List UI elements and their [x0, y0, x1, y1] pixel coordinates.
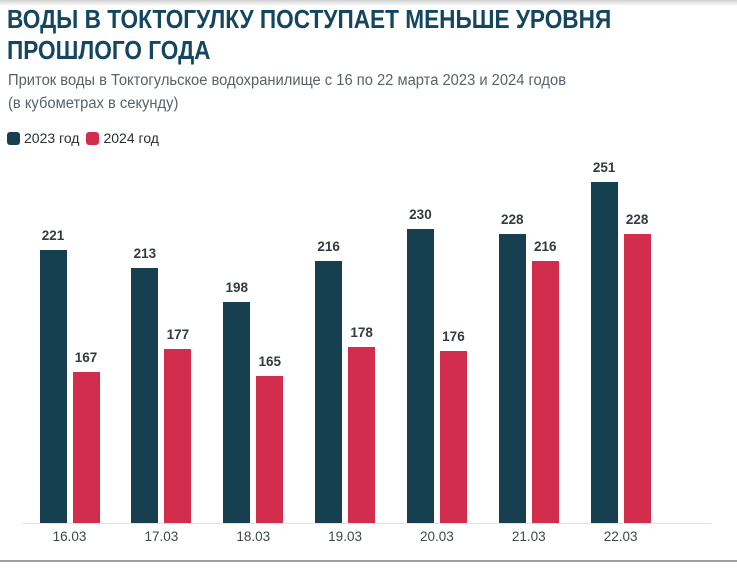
top-edge-shadow: [0, 0, 737, 6]
page-subtitle-line-1: Приток воды в Токтогульское водохранилищ…: [8, 72, 567, 89]
x-axis-label: 16.03: [52, 529, 87, 544]
bar-value-label: 198: [225, 280, 248, 295]
bar-2024: [256, 376, 284, 523]
legend-swatch: [86, 131, 100, 145]
x-axis-label: 22.03: [603, 529, 638, 544]
bar-value-label: 228: [625, 212, 649, 227]
bar-2023: [406, 229, 434, 523]
bar-value-label: 251: [592, 160, 616, 175]
bar-value-label: 178: [350, 325, 373, 340]
page-title: ВОДЫ В ТОКТОГУЛКУ ПОСТУПАЕТ МЕНЬШЕ УРОВН…: [7, 4, 611, 66]
bar-2024: [531, 261, 559, 523]
bar-value-label: 216: [317, 239, 340, 254]
bar-2024: [164, 349, 192, 523]
x-axis-label: 20.03: [420, 529, 454, 544]
bar-value-label: 228: [501, 212, 524, 227]
legend-label: 2023 год: [24, 130, 80, 146]
bar-2024: [623, 234, 651, 523]
bar-2023: [131, 268, 159, 523]
legend-label: 2024 год: [103, 130, 159, 146]
bar-value-label: 165: [258, 354, 281, 369]
bar-value-label: 213: [133, 246, 157, 261]
bar-value-label: 230: [409, 207, 432, 222]
page-title-line-1: ВОДЫ В ТОКТОГУЛКУ ПОСТУПАЕТ МЕНЬШЕ УРОВН…: [7, 4, 612, 34]
bar-chart: 16.03 221 167 17.03 213 177 18.03 198 165 19.03 21…: [0, 160, 737, 560]
x-axis-label: 21.03: [511, 529, 546, 544]
bar-2023: [590, 182, 618, 523]
x-axis-label: 19.03: [328, 529, 362, 544]
bottom-divider: [0, 560, 737, 562]
x-axis-line: [22, 523, 711, 524]
legend-item: 2023 год: [7, 130, 79, 146]
bar-2023: [223, 302, 251, 523]
legend-swatch: [7, 131, 20, 145]
bar-2023: [498, 234, 526, 523]
page-subtitle-line-2: (в кубометрах в секунду): [8, 95, 179, 112]
bar-value-label: 176: [442, 329, 465, 344]
bar-value-label: 177: [166, 327, 190, 342]
page-title-line-2: ПРОШЛОГО ГОДА: [7, 35, 211, 65]
bar-value-label: 167: [74, 350, 98, 365]
x-axis-label: 17.03: [144, 529, 179, 544]
bar-value-label: 221: [41, 228, 65, 243]
bar-value-label: 216: [534, 239, 557, 254]
legend-item: 2024 год: [86, 130, 159, 146]
bar-2023: [39, 250, 67, 523]
x-axis-label: 18.03: [236, 529, 271, 544]
bar-2024: [72, 372, 100, 523]
page-subtitle: Приток воды в Токтогульское водохранилищ…: [8, 69, 566, 115]
bar-2024: [439, 351, 467, 523]
legend: 2023 год 2024 год: [7, 130, 159, 146]
bar-2024: [348, 347, 376, 523]
bar-2023: [315, 261, 343, 523]
